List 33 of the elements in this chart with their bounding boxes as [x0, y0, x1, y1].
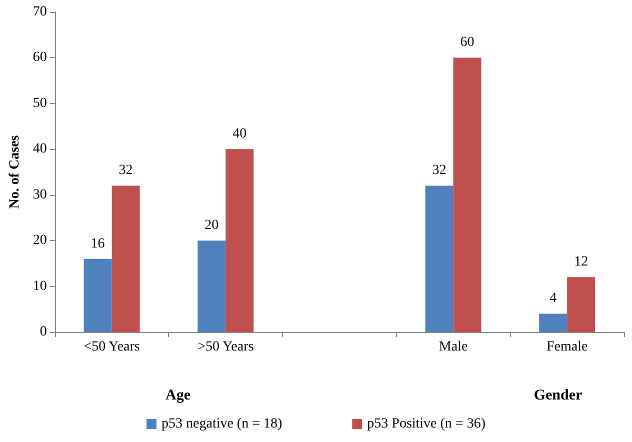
bar [453, 58, 482, 332]
data-label: 4 [550, 291, 557, 306]
y-tick-label: 60 [32, 50, 47, 66]
y-tick-label: 30 [32, 187, 47, 202]
x-tick-label: <50 Years [84, 340, 140, 354]
legend-label: p53 negative (n = 18) [162, 416, 282, 432]
bar [84, 258, 112, 332]
x-tick-label: >50 Years [198, 340, 254, 354]
data-label: 12 [574, 254, 588, 270]
y-tick-label: 40 [32, 142, 47, 157]
data-label: 60 [460, 35, 474, 50]
y-tick-label: 70 [32, 4, 47, 20]
y-tick-label: 50 [32, 96, 47, 111]
data-label: 16 [90, 236, 105, 252]
bar [226, 149, 254, 332]
data-label: 40 [232, 126, 247, 142]
text: Age [166, 388, 191, 404]
bar [539, 314, 568, 332]
bar [198, 240, 226, 332]
data-label: 32 [118, 163, 133, 178]
text: Gender [534, 388, 583, 404]
bar [112, 186, 140, 332]
y-tick-label: 0 [40, 324, 47, 340]
y-axis-title: No. of Cases [8, 134, 22, 209]
data-label: 32 [432, 163, 446, 178]
legend-label: p53 Positive (n = 36) [367, 416, 486, 432]
x-tick-label: Female [546, 340, 588, 354]
y-tick-label: 20 [32, 233, 47, 248]
bar [567, 277, 596, 332]
data-label: 20 [204, 218, 219, 234]
x-tick-label: Male [438, 340, 468, 354]
bar [425, 186, 454, 332]
y-tick-label: 10 [32, 278, 47, 294]
